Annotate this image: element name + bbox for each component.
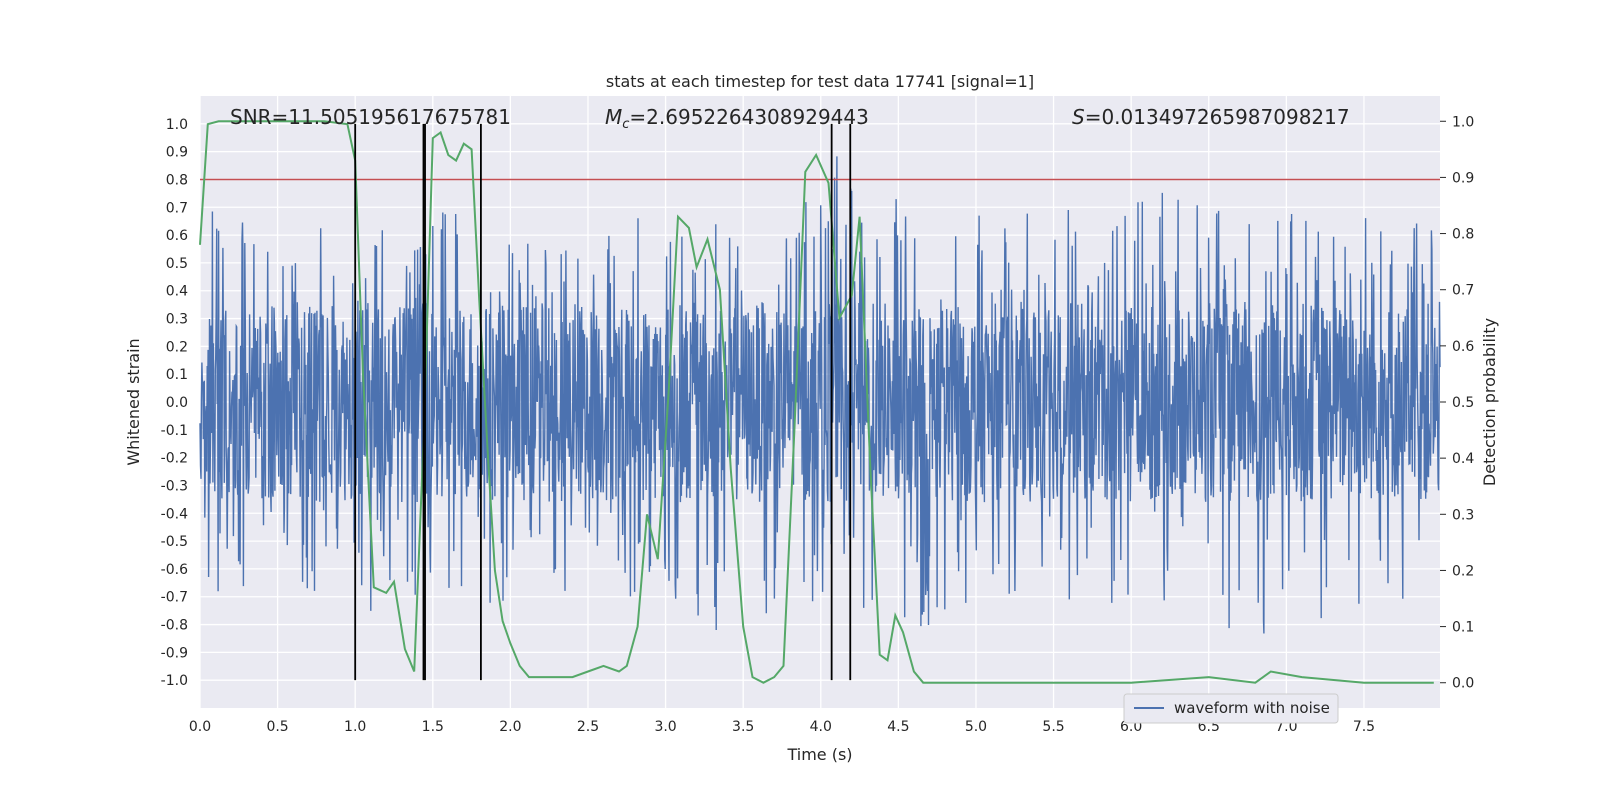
y2-tick-label: 1.0 — [1452, 114, 1474, 130]
x-tick-label: 0.5 — [266, 719, 288, 735]
y-tick-label: -0.7 — [161, 590, 188, 606]
y-tick-label: -0.4 — [161, 506, 188, 522]
y-tick-label: -0.1 — [161, 423, 188, 439]
x-axis-label: Time (s) — [786, 745, 852, 764]
x-tick-label: 2.0 — [499, 719, 521, 735]
x-tick-label: 7.5 — [1353, 719, 1375, 735]
legend: waveform with noise — [1123, 693, 1339, 724]
y2-tick-label: 0.4 — [1452, 451, 1474, 467]
y2-tick-label: 0.9 — [1452, 170, 1474, 186]
event-lines — [354, 123, 852, 681]
y-tick-label: 0.7 — [166, 200, 188, 216]
y-tick-label: 0.2 — [166, 339, 188, 355]
mc-annotation-value: =2.6952264308929443 — [629, 105, 868, 129]
y-tick-label: 0.6 — [166, 228, 188, 244]
y-tick-label: 0.5 — [166, 256, 188, 272]
x-tick-label: 5.0 — [965, 719, 987, 735]
y2-tick-label: 0.2 — [1452, 563, 1474, 579]
x-tick-label: 4.0 — [810, 719, 832, 735]
y2-tick-label: 0.6 — [1452, 339, 1474, 355]
legend-box — [1123, 693, 1339, 724]
y2-tick-label: 0.3 — [1452, 507, 1474, 523]
detection-probability-line — [199, 120, 1434, 684]
y2-tick-label: 0.0 — [1452, 676, 1474, 692]
snr-annotation: SNR=11.505195617675781 — [230, 105, 511, 129]
y2-axis-label: Detection probability — [1480, 318, 1499, 486]
y-tick-label: -0.5 — [161, 534, 188, 550]
s-annotation: S=0.013497265987098217 — [1072, 105, 1350, 129]
x-tick-label: 5.5 — [1042, 719, 1064, 735]
s-annotation-value: =0.013497265987098217 — [1085, 105, 1350, 129]
x-tick-label: 3.0 — [654, 719, 676, 735]
x-tick-label: 3.5 — [732, 719, 754, 735]
x-tick-label: 1.5 — [422, 719, 444, 735]
y2-tick-label: 0.7 — [1452, 283, 1474, 299]
y-tick-label: 0.0 — [166, 395, 188, 411]
chart-title: stats at each timestep for test data 177… — [606, 72, 1034, 91]
y-tick-label: -0.6 — [161, 562, 188, 578]
detection-probability-series — [199, 120, 1434, 684]
x-tick-label: 4.5 — [887, 719, 909, 735]
y-tick-label: 0.4 — [166, 284, 188, 300]
y-tick-label: 1.0 — [166, 117, 188, 133]
y2-tick-label: 0.1 — [1452, 620, 1474, 636]
waveform-line — [199, 156, 1441, 634]
y-tick-label: -1.0 — [161, 673, 188, 689]
y-tick-label: -0.9 — [161, 645, 188, 661]
y-tick-label: -0.2 — [161, 451, 188, 467]
y-tick-label: -0.3 — [161, 478, 188, 494]
waveform-series — [199, 156, 1441, 634]
mc-annotation: Mc=2.6952264308929443 — [605, 105, 869, 132]
y-tick-label: -0.8 — [161, 618, 188, 634]
x-tick-label: 0.0 — [189, 719, 211, 735]
x-tick-label: 1.0 — [344, 719, 366, 735]
legend-label-waveform: waveform with noise — [1174, 699, 1330, 717]
x-tick-label: 2.5 — [577, 719, 599, 735]
y-tick-label: 0.1 — [166, 367, 188, 383]
y-axis-label: Whitened strain — [124, 338, 143, 465]
y2-tick-label: 0.5 — [1452, 395, 1474, 411]
y-tick-label: 0.8 — [166, 172, 188, 188]
y-tick-label: 0.9 — [166, 145, 188, 161]
y-tick-label: 0.3 — [166, 312, 188, 328]
y2-tick-label: 0.8 — [1452, 227, 1474, 243]
